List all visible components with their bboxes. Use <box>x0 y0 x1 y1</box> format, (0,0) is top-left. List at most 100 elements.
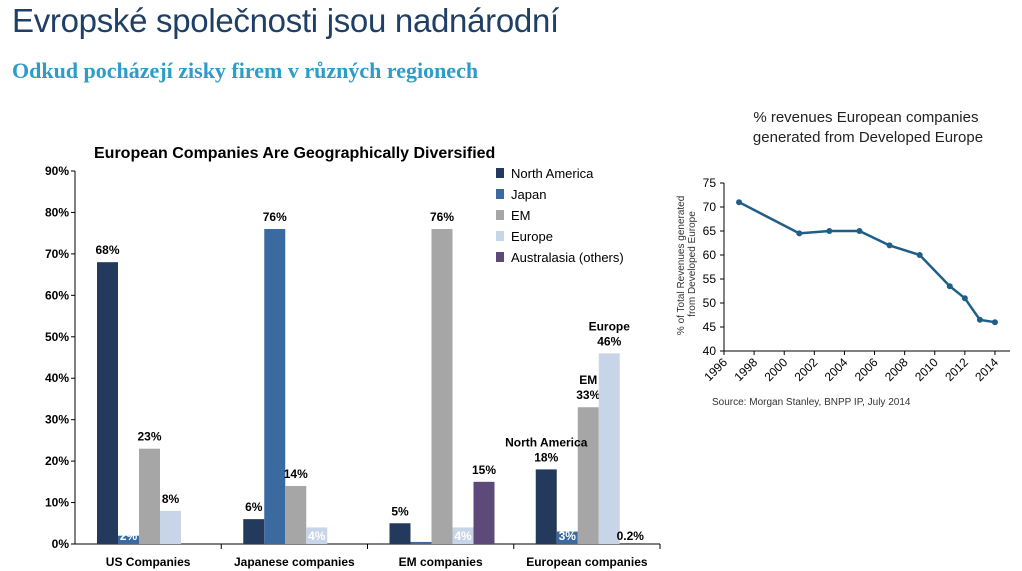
data-label: 15% <box>472 463 496 477</box>
data-label: 2% <box>120 529 138 543</box>
legend-swatch <box>496 252 504 262</box>
bar-em-em-companies <box>431 229 453 544</box>
data-point <box>796 230 803 237</box>
data-point <box>991 319 998 326</box>
bar-europe-us-companies <box>160 510 181 544</box>
y-tick-label: 75 <box>703 176 717 190</box>
bar-north-america-us-companies <box>97 262 118 544</box>
line-chart-ylabel: % of Total Revenues generated from Devel… <box>676 193 698 335</box>
data-label: 4% <box>454 529 472 543</box>
bar-chart: European Companies Are Geographically Di… <box>45 145 661 569</box>
page-subtitle: Odkud pocházejí zisky firem v různých re… <box>12 58 479 83</box>
line-chart: % revenues European companies generated … <box>676 109 1010 408</box>
bar-japan-japanese-companies <box>264 229 286 544</box>
x-tick-label: EM companies <box>399 555 483 569</box>
data-label: 14% <box>284 467 308 481</box>
bar-japan-us-companies <box>118 535 139 544</box>
legend-swatch <box>496 210 504 220</box>
y-tick-label: 60% <box>45 288 69 302</box>
line-chart-ylabel-line-1: % of Total Revenues generated <box>676 196 687 335</box>
series-line <box>738 201 996 324</box>
x-tick-label: 2004 <box>822 355 851 384</box>
bar-europe-em-companies <box>452 527 474 544</box>
y-tick-label: 55 <box>703 272 717 286</box>
x-tick-label: 2006 <box>852 355 881 384</box>
data-point <box>856 228 863 234</box>
data-point <box>946 283 953 290</box>
x-tick-label: 2014 <box>972 355 1001 384</box>
x-tick-label: 2012 <box>942 355 971 384</box>
data-label: 3% <box>559 529 577 543</box>
y-tick-label: 10% <box>45 496 69 510</box>
y-tick-label: 90% <box>45 164 69 178</box>
legend-label-em: EM <box>511 208 531 223</box>
data-point <box>916 252 923 258</box>
y-tick-label: 80% <box>45 205 69 219</box>
y-tick-label: 45 <box>703 320 717 334</box>
bar-em-european-companies <box>577 407 599 544</box>
bar-europe-european-companies <box>598 353 620 544</box>
x-tick-label: Japanese companies <box>234 555 355 569</box>
data-label: 76% <box>430 210 454 224</box>
bar-europe-japanese-companies <box>306 527 328 544</box>
annotation-label: Europe <box>589 319 631 333</box>
data-label: 46% <box>597 334 621 348</box>
bar-chart-title: European Companies Are Geographically Di… <box>94 145 495 162</box>
annotation-label: EM <box>579 373 597 387</box>
legend-label-japan: Japan <box>511 187 546 202</box>
data-label: 5% <box>391 504 409 518</box>
legend-swatch <box>496 168 504 178</box>
y-tick-label: 70 <box>703 200 717 214</box>
legend-label-north-america: North America <box>511 166 594 181</box>
legend-label-europe: Europe <box>511 229 553 244</box>
data-point <box>826 228 833 234</box>
x-tick-label: 1996 <box>701 355 730 384</box>
bar-north-america-japanese-companies <box>243 519 265 544</box>
data-label: 6% <box>245 500 263 514</box>
legend-swatch <box>496 189 504 199</box>
y-tick-label: 40% <box>45 371 69 385</box>
bar-north-america-em-companies <box>389 523 411 544</box>
bar-japan-em-companies <box>410 541 432 544</box>
x-tick-label: European companies <box>526 555 648 569</box>
data-label: 33% <box>576 388 600 402</box>
y-tick-label: 60 <box>703 248 717 262</box>
x-tick-label: 2002 <box>792 355 821 384</box>
y-tick-label: 65 <box>703 224 717 238</box>
line-chart-title-line-1: % revenues European companies <box>753 109 978 126</box>
page-title: Evropské společnosti jsou nadnárodní <box>12 2 559 39</box>
x-tick-label: 2008 <box>882 355 911 384</box>
x-tick-label: US Companies <box>106 555 191 569</box>
line-plot-area: 40 45 50 55 60 65 70 75 1996 1998 2000 2002 2004 2006… <box>701 176 1010 384</box>
data-point <box>961 295 968 302</box>
y-tick-label: 0% <box>52 537 70 551</box>
y-tick-label: 40 <box>703 344 717 358</box>
y-tick-label: 50% <box>45 330 69 344</box>
bar-australasia-others-em-companies <box>473 481 495 544</box>
bar-japan-european-companies <box>556 531 578 544</box>
bar-plot-area: 0% 10% 20% 30% 40% 50% 60% 70% 80% 90% US Companie… <box>45 164 661 569</box>
data-label: 23% <box>137 430 161 444</box>
bar-em-japanese-companies <box>285 485 307 544</box>
data-label: 18% <box>534 450 558 464</box>
y-tick-label: 30% <box>45 413 69 427</box>
line-chart-source: Source: Morgan Stanley, BNPP IP, July 20… <box>712 397 911 408</box>
bar-em-us-companies <box>139 448 160 544</box>
line-chart-title: % revenues European companies generated … <box>753 109 983 146</box>
data-label: 0.2% <box>617 529 645 543</box>
legend-label-australasia-others: Australasia (others) <box>511 250 624 265</box>
data-label: 68% <box>95 243 119 257</box>
x-tick-label: 2010 <box>912 355 941 384</box>
x-tick-label: 1998 <box>731 355 760 384</box>
data-label: 4% <box>308 529 326 543</box>
line-chart-title-line-2: generated from Developed Europe <box>753 129 983 146</box>
data-label: 8% <box>162 492 180 506</box>
legend-swatch <box>496 231 504 241</box>
line-chart-ylabel-line-2: from Developed Europe <box>687 211 698 317</box>
bar-north-america-european-companies <box>535 469 557 544</box>
data-point <box>736 199 743 206</box>
bar-australasia-others-european-companies <box>619 543 641 544</box>
annotation-label: North America <box>505 435 588 449</box>
data-point <box>886 242 893 249</box>
data-point <box>976 316 983 323</box>
